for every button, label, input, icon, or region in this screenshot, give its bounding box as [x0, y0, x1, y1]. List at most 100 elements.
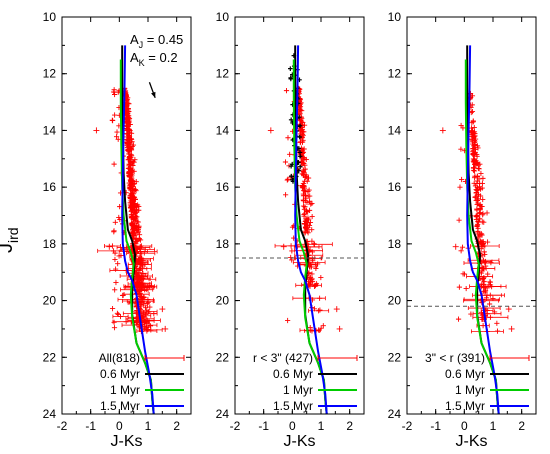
y-tick-label: 24 [216, 407, 230, 421]
data-point [112, 91, 118, 98]
legend-label: 3" < r (391) [425, 351, 485, 365]
data-point [136, 223, 142, 229]
data-point [508, 325, 515, 332]
data-point [474, 214, 480, 220]
data-point [301, 213, 307, 219]
data-point [469, 128, 476, 134]
data-point [478, 239, 484, 245]
data-point [490, 295, 496, 302]
data-point [311, 283, 318, 289]
data-point [124, 140, 130, 147]
data-point [477, 216, 483, 222]
y-tick-label: 12 [388, 67, 402, 81]
data-point [473, 213, 479, 219]
data-point [112, 112, 118, 118]
data-point [306, 198, 313, 204]
y-tick-label: 18 [388, 237, 402, 251]
data-point [474, 160, 481, 166]
data-point [301, 146, 307, 152]
data-point [131, 159, 137, 165]
data-point [115, 136, 121, 142]
x-tick-label: -2 [57, 419, 68, 433]
data-point [470, 158, 476, 164]
data-point [479, 203, 485, 210]
data-point [305, 175, 312, 181]
y-tick-label: 14 [216, 123, 230, 137]
data-point [494, 320, 500, 326]
data-point [144, 317, 150, 323]
data-point [471, 180, 477, 186]
y-tick-label: 14 [43, 123, 57, 137]
data-point [470, 145, 476, 152]
legend: All(818) 0.6 Myr 1 Myr 1.5 Myr [99, 351, 185, 413]
data-point [307, 193, 313, 199]
data-point [472, 131, 478, 137]
data-point [135, 278, 141, 284]
data-point [129, 153, 135, 159]
data-point [488, 260, 494, 266]
data-point [285, 135, 291, 141]
data-point [470, 118, 476, 124]
legend-swatch [144, 355, 185, 361]
data-point [303, 172, 309, 178]
data-point [283, 88, 290, 94]
x-tick-label: 0 [289, 419, 296, 433]
data-point [136, 232, 143, 238]
data-point [289, 248, 295, 254]
data-point [129, 199, 135, 205]
data-point [480, 211, 486, 217]
legend-label: r < 3" (427) [253, 351, 313, 365]
data-point [124, 134, 130, 140]
data-point [130, 142, 137, 148]
x-tick-label: 2 [346, 419, 353, 433]
data-point [482, 259, 488, 265]
data-point [109, 305, 116, 312]
y-tick-label: 14 [388, 123, 402, 137]
data-point [456, 284, 462, 290]
data-point [111, 87, 117, 93]
y-tick-label: 10 [43, 10, 57, 24]
error-bar [104, 243, 121, 248]
aj-label: AJ = 0.45 [130, 32, 183, 50]
data-point-black [297, 150, 303, 155]
y-tick-label: 20 [388, 294, 402, 308]
data-point [142, 261, 148, 267]
y-tick-label: 12 [43, 67, 57, 81]
data-point [477, 207, 483, 213]
y-tick-label: 12 [216, 67, 230, 81]
data-point [468, 311, 474, 317]
data-point [484, 239, 491, 245]
data-point [301, 206, 308, 212]
data-point [458, 146, 464, 152]
data-point [298, 126, 304, 132]
data-point-black [288, 75, 294, 81]
data-point [136, 291, 143, 298]
data-point [470, 151, 476, 157]
data-point [298, 158, 305, 165]
data-point [127, 182, 133, 188]
data-point [126, 115, 133, 122]
y-axis-label-sub: ird [5, 227, 21, 243]
x-tick-label: -1 [430, 419, 441, 433]
data-point [309, 227, 315, 233]
data-point [111, 325, 118, 331]
data-point [133, 236, 139, 242]
error-bar [472, 315, 509, 320]
x-tick-label: 0 [116, 419, 123, 433]
data-point [475, 200, 481, 206]
x-axis-label: J-Ks [284, 433, 316, 450]
error-bar [295, 283, 322, 288]
data-point [126, 156, 132, 162]
data-point [124, 126, 130, 132]
data-point [300, 191, 306, 197]
data-point [474, 206, 480, 212]
data-point [130, 187, 136, 193]
data-point [128, 213, 134, 219]
data-point [457, 184, 463, 190]
data-point [120, 292, 126, 299]
data-point [132, 157, 138, 163]
data-point [111, 228, 117, 234]
data-point [126, 168, 132, 175]
data-point [309, 213, 315, 220]
